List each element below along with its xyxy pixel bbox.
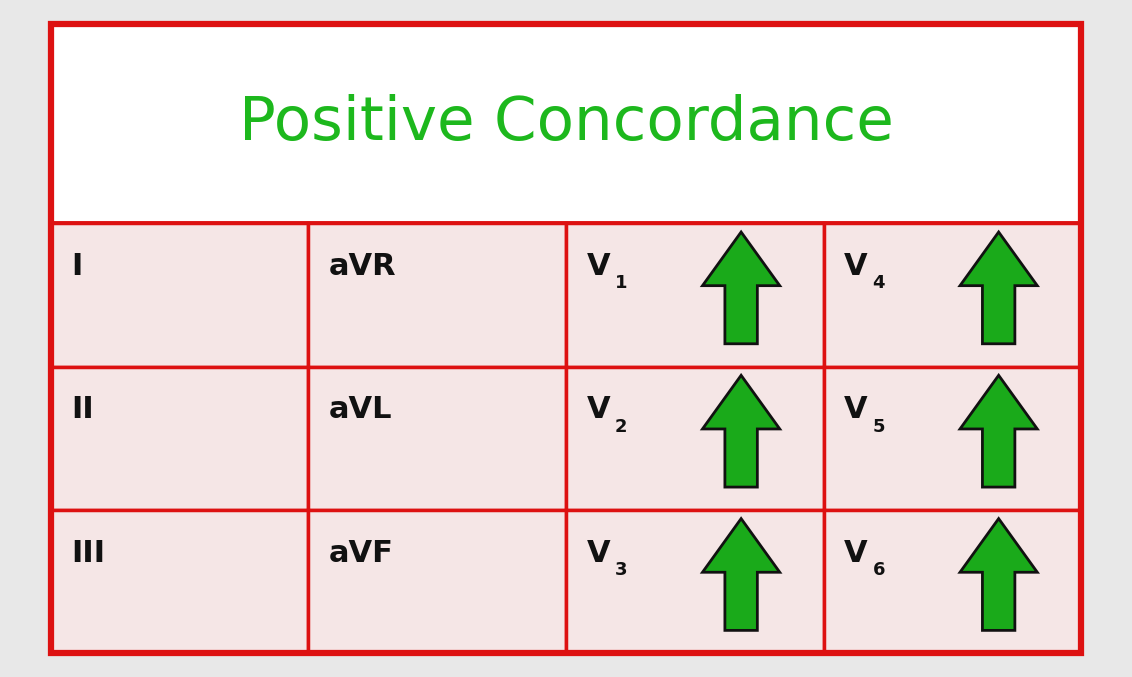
Text: V: V — [844, 252, 868, 281]
Bar — [566, 510, 823, 653]
Text: 4: 4 — [873, 274, 885, 292]
Bar — [308, 223, 566, 367]
Bar — [566, 223, 823, 367]
Text: V: V — [844, 539, 868, 568]
Bar — [823, 510, 1081, 653]
Polygon shape — [703, 232, 780, 344]
Bar — [566, 367, 823, 510]
Text: 5: 5 — [873, 418, 885, 435]
Text: V: V — [844, 395, 868, 424]
Text: II: II — [71, 395, 94, 424]
Text: aVL: aVL — [329, 395, 393, 424]
Polygon shape — [960, 232, 1037, 344]
Bar — [51, 24, 1081, 223]
Text: V: V — [586, 395, 610, 424]
Text: 2: 2 — [615, 418, 627, 435]
Polygon shape — [703, 375, 780, 487]
Polygon shape — [703, 519, 780, 630]
Bar — [823, 367, 1081, 510]
Polygon shape — [960, 519, 1037, 630]
Text: 1: 1 — [615, 274, 627, 292]
Text: 3: 3 — [615, 561, 627, 579]
Text: I: I — [71, 252, 83, 281]
Text: Positive Concordance: Positive Concordance — [239, 94, 893, 153]
Bar — [51, 223, 308, 367]
Bar — [51, 510, 308, 653]
Bar — [823, 223, 1081, 367]
Bar — [51, 367, 308, 510]
Bar — [308, 510, 566, 653]
Text: aVR: aVR — [329, 252, 396, 281]
Text: V: V — [586, 252, 610, 281]
Text: III: III — [71, 539, 105, 568]
Polygon shape — [960, 375, 1037, 487]
Text: 6: 6 — [873, 561, 885, 579]
Text: aVF: aVF — [329, 539, 394, 568]
Bar — [308, 367, 566, 510]
Text: V: V — [586, 539, 610, 568]
